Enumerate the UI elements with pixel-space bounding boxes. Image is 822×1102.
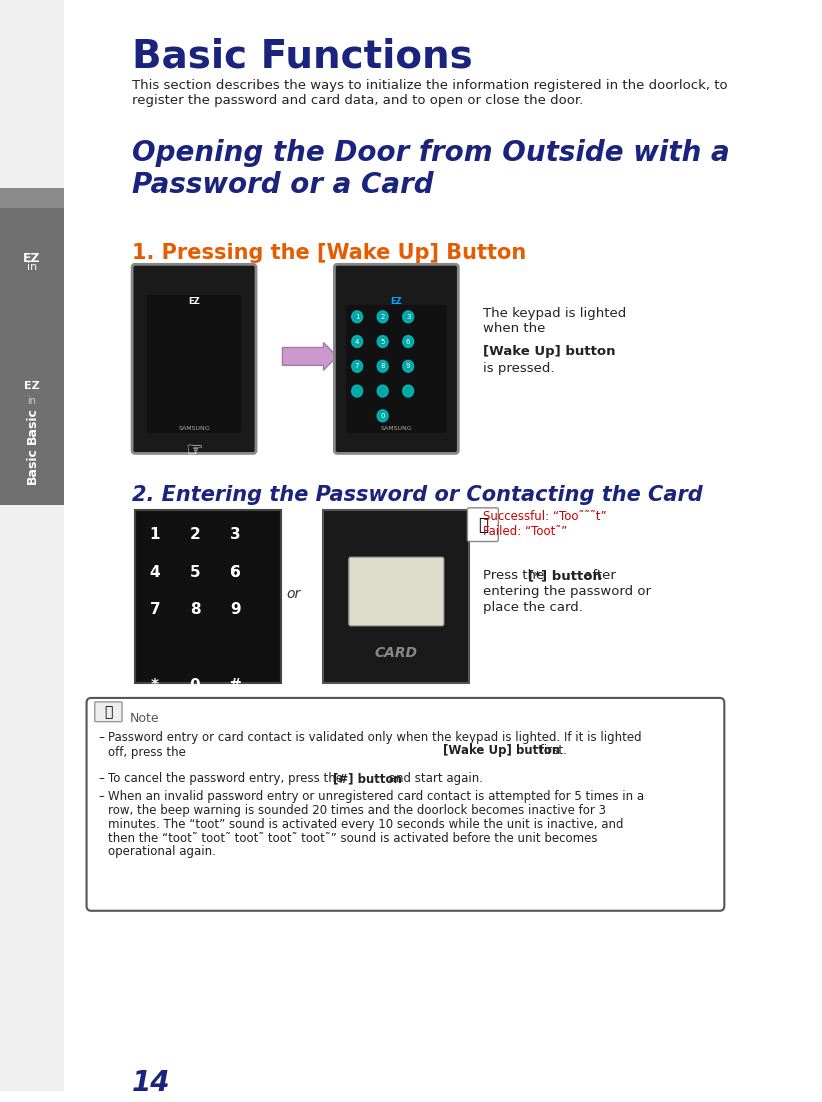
- Text: SAMSUNG: SAMSUNG: [381, 425, 412, 431]
- Text: Password entry or card contact is validated only when the keypad is lighted. If : Password entry or card contact is valida…: [108, 731, 641, 758]
- Text: operational again.: operational again.: [108, 845, 215, 858]
- Circle shape: [377, 311, 388, 323]
- Circle shape: [352, 336, 363, 347]
- FancyBboxPatch shape: [0, 0, 64, 1091]
- FancyBboxPatch shape: [468, 508, 498, 541]
- Text: Press the: Press the: [483, 570, 548, 582]
- Text: entering the password or: entering the password or: [483, 585, 651, 598]
- FancyBboxPatch shape: [86, 698, 724, 910]
- FancyBboxPatch shape: [0, 208, 64, 505]
- Text: EZ: EZ: [188, 298, 200, 306]
- Text: 6: 6: [406, 338, 410, 345]
- Text: *: *: [151, 678, 159, 692]
- Circle shape: [352, 385, 363, 397]
- FancyArrow shape: [283, 343, 337, 370]
- Text: The keypad is lighted
when the: The keypad is lighted when the: [483, 306, 626, 335]
- Text: 0: 0: [381, 413, 385, 419]
- Text: in: in: [27, 262, 37, 272]
- Text: 📝: 📝: [104, 705, 113, 719]
- Text: Note: Note: [129, 712, 159, 725]
- Text: in: in: [27, 396, 36, 406]
- Text: –: –: [99, 773, 104, 785]
- Text: When an invalid password entry or unregistered card contact is attempted for 5 t: When an invalid password entry or unregi…: [108, 790, 644, 803]
- Text: 9: 9: [406, 364, 410, 369]
- Text: 14: 14: [132, 1069, 171, 1098]
- FancyBboxPatch shape: [146, 295, 242, 433]
- FancyBboxPatch shape: [349, 558, 444, 626]
- Circle shape: [377, 360, 388, 372]
- Text: 3: 3: [230, 527, 240, 542]
- Text: 1: 1: [150, 527, 160, 542]
- Text: Basic Functions: Basic Functions: [132, 37, 473, 76]
- Text: 1: 1: [355, 314, 359, 320]
- FancyBboxPatch shape: [95, 702, 122, 722]
- Text: 7: 7: [150, 603, 160, 617]
- FancyBboxPatch shape: [323, 510, 469, 683]
- Text: To cancel the password entry, press the: To cancel the password entry, press the: [108, 773, 346, 785]
- Text: row, the beep warning is sounded 20 times and the doorlock becomes inactive for : row, the beep warning is sounded 20 time…: [108, 803, 606, 817]
- Text: #: #: [229, 678, 242, 692]
- Text: 8: 8: [190, 603, 201, 617]
- Text: CARD: CARD: [375, 647, 418, 660]
- Text: Basic: Basic: [25, 446, 39, 484]
- FancyBboxPatch shape: [132, 264, 256, 453]
- Text: 0: 0: [190, 678, 201, 692]
- Text: 9: 9: [230, 603, 240, 617]
- Text: and start again.: and start again.: [386, 773, 483, 785]
- Text: [#] button: [#] button: [333, 773, 401, 785]
- Text: first.: first.: [536, 745, 566, 757]
- Text: SAMSUNG: SAMSUNG: [178, 425, 210, 431]
- Text: EZ: EZ: [390, 298, 402, 306]
- Circle shape: [352, 360, 363, 372]
- Text: 3: 3: [406, 314, 410, 320]
- Text: EZ: EZ: [24, 381, 39, 391]
- Text: 8: 8: [381, 364, 385, 369]
- Text: 6: 6: [229, 564, 241, 580]
- Text: 7: 7: [355, 364, 359, 369]
- Text: 5: 5: [190, 564, 201, 580]
- FancyBboxPatch shape: [0, 188, 64, 475]
- FancyBboxPatch shape: [135, 510, 280, 683]
- Text: Opening the Door from Outside with a
Password or a Card: Opening the Door from Outside with a Pas…: [132, 139, 730, 199]
- Text: [Wake Up] button: [Wake Up] button: [483, 345, 616, 357]
- Circle shape: [403, 360, 413, 372]
- Circle shape: [403, 336, 413, 347]
- FancyBboxPatch shape: [346, 305, 446, 433]
- Text: 2: 2: [190, 527, 201, 542]
- Text: 2. Entering the Password or Contacting the Card: 2. Entering the Password or Contacting t…: [132, 485, 703, 505]
- Text: 2: 2: [381, 314, 385, 320]
- Text: EZ: EZ: [23, 252, 41, 266]
- Text: 5: 5: [381, 338, 385, 345]
- Text: 4: 4: [150, 564, 160, 580]
- Text: minutes. The “toot” sound is activated every 10 seconds while the unit is inacti: minutes. The “toot” sound is activated e…: [108, 818, 623, 831]
- Text: ☞: ☞: [185, 441, 203, 460]
- Text: or: or: [286, 587, 301, 601]
- Text: 6: 6: [229, 564, 241, 580]
- Text: after: after: [580, 570, 616, 582]
- Circle shape: [377, 336, 388, 347]
- Text: [*] button: [*] button: [529, 570, 603, 582]
- Circle shape: [352, 311, 363, 323]
- Circle shape: [377, 385, 388, 397]
- Text: This section describes the ways to initialize the information registered in the : This section describes the ways to initi…: [132, 79, 727, 107]
- Circle shape: [403, 385, 413, 397]
- Text: Basic: Basic: [25, 408, 39, 444]
- Circle shape: [377, 410, 388, 422]
- Text: –: –: [99, 790, 104, 803]
- Text: 4: 4: [355, 338, 359, 345]
- Text: then the “toot˜ toot˜ toot˜ toot˜ toot˜” sound is activated before the unit beco: then the “toot˜ toot˜ toot˜ toot˜ toot˜”…: [108, 832, 597, 844]
- Text: 🔊: 🔊: [478, 516, 488, 533]
- FancyBboxPatch shape: [335, 264, 459, 453]
- Text: 1. Pressing the [Wake Up] Button: 1. Pressing the [Wake Up] Button: [132, 242, 526, 262]
- Text: place the card.: place the card.: [483, 601, 583, 614]
- Text: –: –: [99, 731, 104, 744]
- Text: is pressed.: is pressed.: [483, 363, 554, 376]
- Circle shape: [403, 311, 413, 323]
- Text: [Wake Up] button: [Wake Up] button: [443, 745, 560, 757]
- Text: Successful: “Too˜˜˜t”
Failed: “Toot˜”: Successful: “Too˜˜˜t” Failed: “Toot˜”: [483, 510, 607, 538]
